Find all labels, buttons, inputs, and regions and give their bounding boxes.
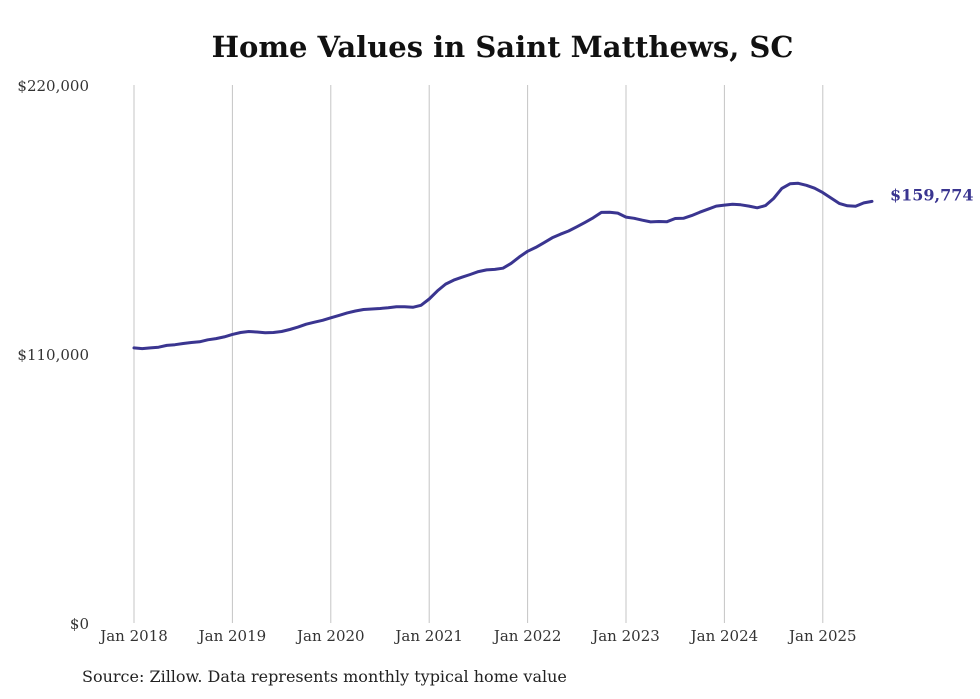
y-tick-label: $0 bbox=[70, 615, 89, 633]
x-tick-label: Jan 2019 bbox=[197, 627, 267, 645]
y-tick-label: $220,000 bbox=[17, 77, 89, 95]
series-line bbox=[132, 181, 874, 351]
x-tick-label: Jan 2023 bbox=[590, 627, 660, 645]
source-note: Source: Zillow. Data represents monthly … bbox=[82, 667, 567, 686]
x-tick-label: Jan 2021 bbox=[393, 627, 463, 645]
y-tick-label: $110,000 bbox=[17, 346, 89, 364]
x-tick-label: Jan 2022 bbox=[492, 627, 562, 645]
x-axis: Jan 2018 Jan 2019 Jan 2020 Jan 2021 Jan 2022… bbox=[98, 627, 856, 645]
grid-lines bbox=[133, 85, 824, 623]
x-tick-label: Jan 2024 bbox=[689, 627, 759, 645]
x-tick-label: Jan 2025 bbox=[787, 627, 857, 645]
x-tick-label: Jan 2020 bbox=[295, 627, 365, 645]
x-tick-label: Jan 2018 bbox=[98, 627, 168, 645]
y-axis: $0 $110,000 $220,000 bbox=[17, 77, 89, 633]
chart-title: Home Values in Saint Matthews, SC bbox=[211, 30, 794, 64]
end-value-label: $159,774 bbox=[890, 185, 974, 204]
